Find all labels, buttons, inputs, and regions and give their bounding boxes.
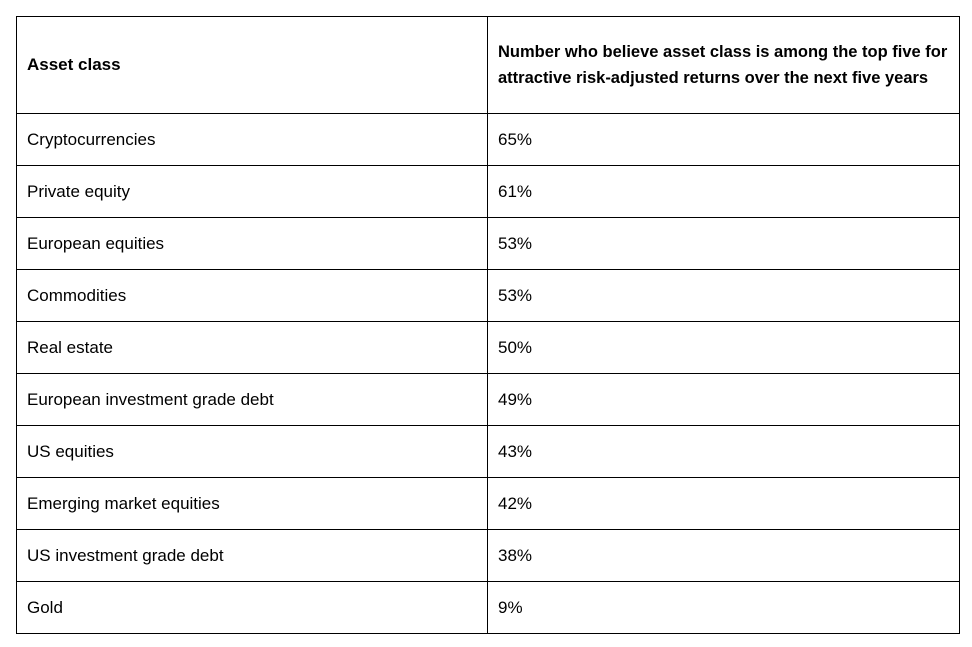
percentage-cell: 42% (487, 477, 960, 530)
asset-class-table: Asset class Number who believe asset cla… (16, 16, 960, 634)
table-row: US equities 43% (16, 425, 960, 478)
table-row: Cryptocurrencies 65% (16, 113, 960, 166)
asset-class-cell: Emerging market equities (16, 477, 488, 530)
percentage-cell: 9% (487, 581, 960, 634)
asset-class-cell: Gold (16, 581, 488, 634)
table-row: Private equity 61% (16, 165, 960, 218)
header-asset-class: Asset class (16, 16, 488, 114)
asset-class-cell: US investment grade debt (16, 529, 488, 582)
table-row: Emerging market equities 42% (16, 477, 960, 530)
percentage-cell: 38% (487, 529, 960, 582)
percentage-cell: 53% (487, 217, 960, 270)
asset-class-cell: European investment grade debt (16, 373, 488, 426)
table-row: European investment grade debt 49% (16, 373, 960, 426)
asset-class-cell: US equities (16, 425, 488, 478)
percentage-cell: 53% (487, 269, 960, 322)
asset-class-cell: Cryptocurrencies (16, 113, 488, 166)
percentage-cell: 65% (487, 113, 960, 166)
table-row: Commodities 53% (16, 269, 960, 322)
percentage-cell: 43% (487, 425, 960, 478)
header-percentage: Number who believe asset class is among … (487, 16, 960, 114)
header-row: Asset class Number who believe asset cla… (16, 16, 960, 114)
table-body: Cryptocurrencies 65% Private equity 61% Euro… (16, 113, 960, 634)
table-row: Real estate 50% (16, 321, 960, 374)
percentage-cell: 61% (487, 165, 960, 218)
asset-class-cell: Real estate (16, 321, 488, 374)
table-row: European equities 53% (16, 217, 960, 270)
asset-class-cell: Private equity (16, 165, 488, 218)
asset-class-cell: Commodities (16, 269, 488, 322)
percentage-cell: 49% (487, 373, 960, 426)
asset-class-cell: European equities (16, 217, 488, 270)
table-row: Gold 9% (16, 581, 960, 634)
percentage-cell: 50% (487, 321, 960, 374)
table-row: US investment grade debt 38% (16, 529, 960, 582)
